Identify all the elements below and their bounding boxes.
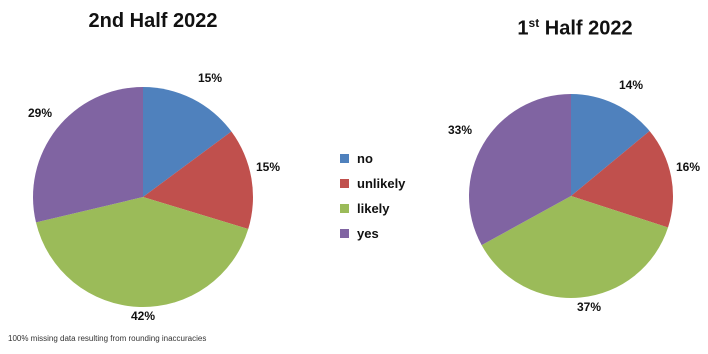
legend: no unlikely likely yes (340, 146, 405, 246)
pie-slice-yes (33, 87, 143, 223)
legend-label: likely (357, 201, 390, 216)
pie-slice-no (571, 94, 650, 196)
pie-slice-likely (35, 197, 249, 307)
title-ordinal: 1 (517, 17, 529, 40)
legend-item-yes: yes (340, 221, 405, 246)
pie-slice-unlikely (571, 130, 674, 228)
chart-title-1st-half-2022: 1st Half 2022 (500, 16, 650, 41)
legend-label: unlikely (357, 176, 406, 191)
title-ordinal-suffix: st (528, 16, 540, 30)
legend-label: no (357, 151, 373, 166)
pie-2nd-half-2022: 15% 15% 42% 29% (28, 71, 280, 323)
legend-item-likely: likely (340, 196, 405, 221)
legend-label: yes (357, 226, 379, 241)
data-label-likely: 37% (577, 300, 601, 314)
data-label-unlikely: 16% (676, 160, 700, 174)
data-label-no: 14% (619, 78, 643, 92)
data-label-yes: 33% (448, 123, 472, 137)
legend-swatch (340, 204, 349, 213)
legend-swatch (340, 229, 349, 238)
pie-slice-no (143, 87, 232, 197)
pie-1st-half-2022: 14% 16% 37% 33% (448, 78, 700, 314)
pie-slice-likely (481, 196, 669, 298)
legend-item-no: no (340, 146, 405, 171)
legend-swatch (340, 179, 349, 188)
footnote: 100% missing data resulting from roundin… (8, 334, 207, 343)
title-rest: Half 2022 (539, 17, 633, 40)
chart-title-2nd-half-2022: 2nd Half 2022 (88, 10, 218, 32)
data-label-yes: 29% (28, 106, 52, 120)
pie-slice-yes (469, 94, 571, 246)
data-label-unlikely: 15% (256, 160, 280, 174)
data-label-likely: 42% (131, 309, 155, 323)
legend-swatch (340, 154, 349, 163)
pie-slice-unlikely (143, 131, 253, 230)
data-label-no: 15% (198, 71, 222, 85)
legend-item-unlikely: unlikely (340, 171, 405, 196)
